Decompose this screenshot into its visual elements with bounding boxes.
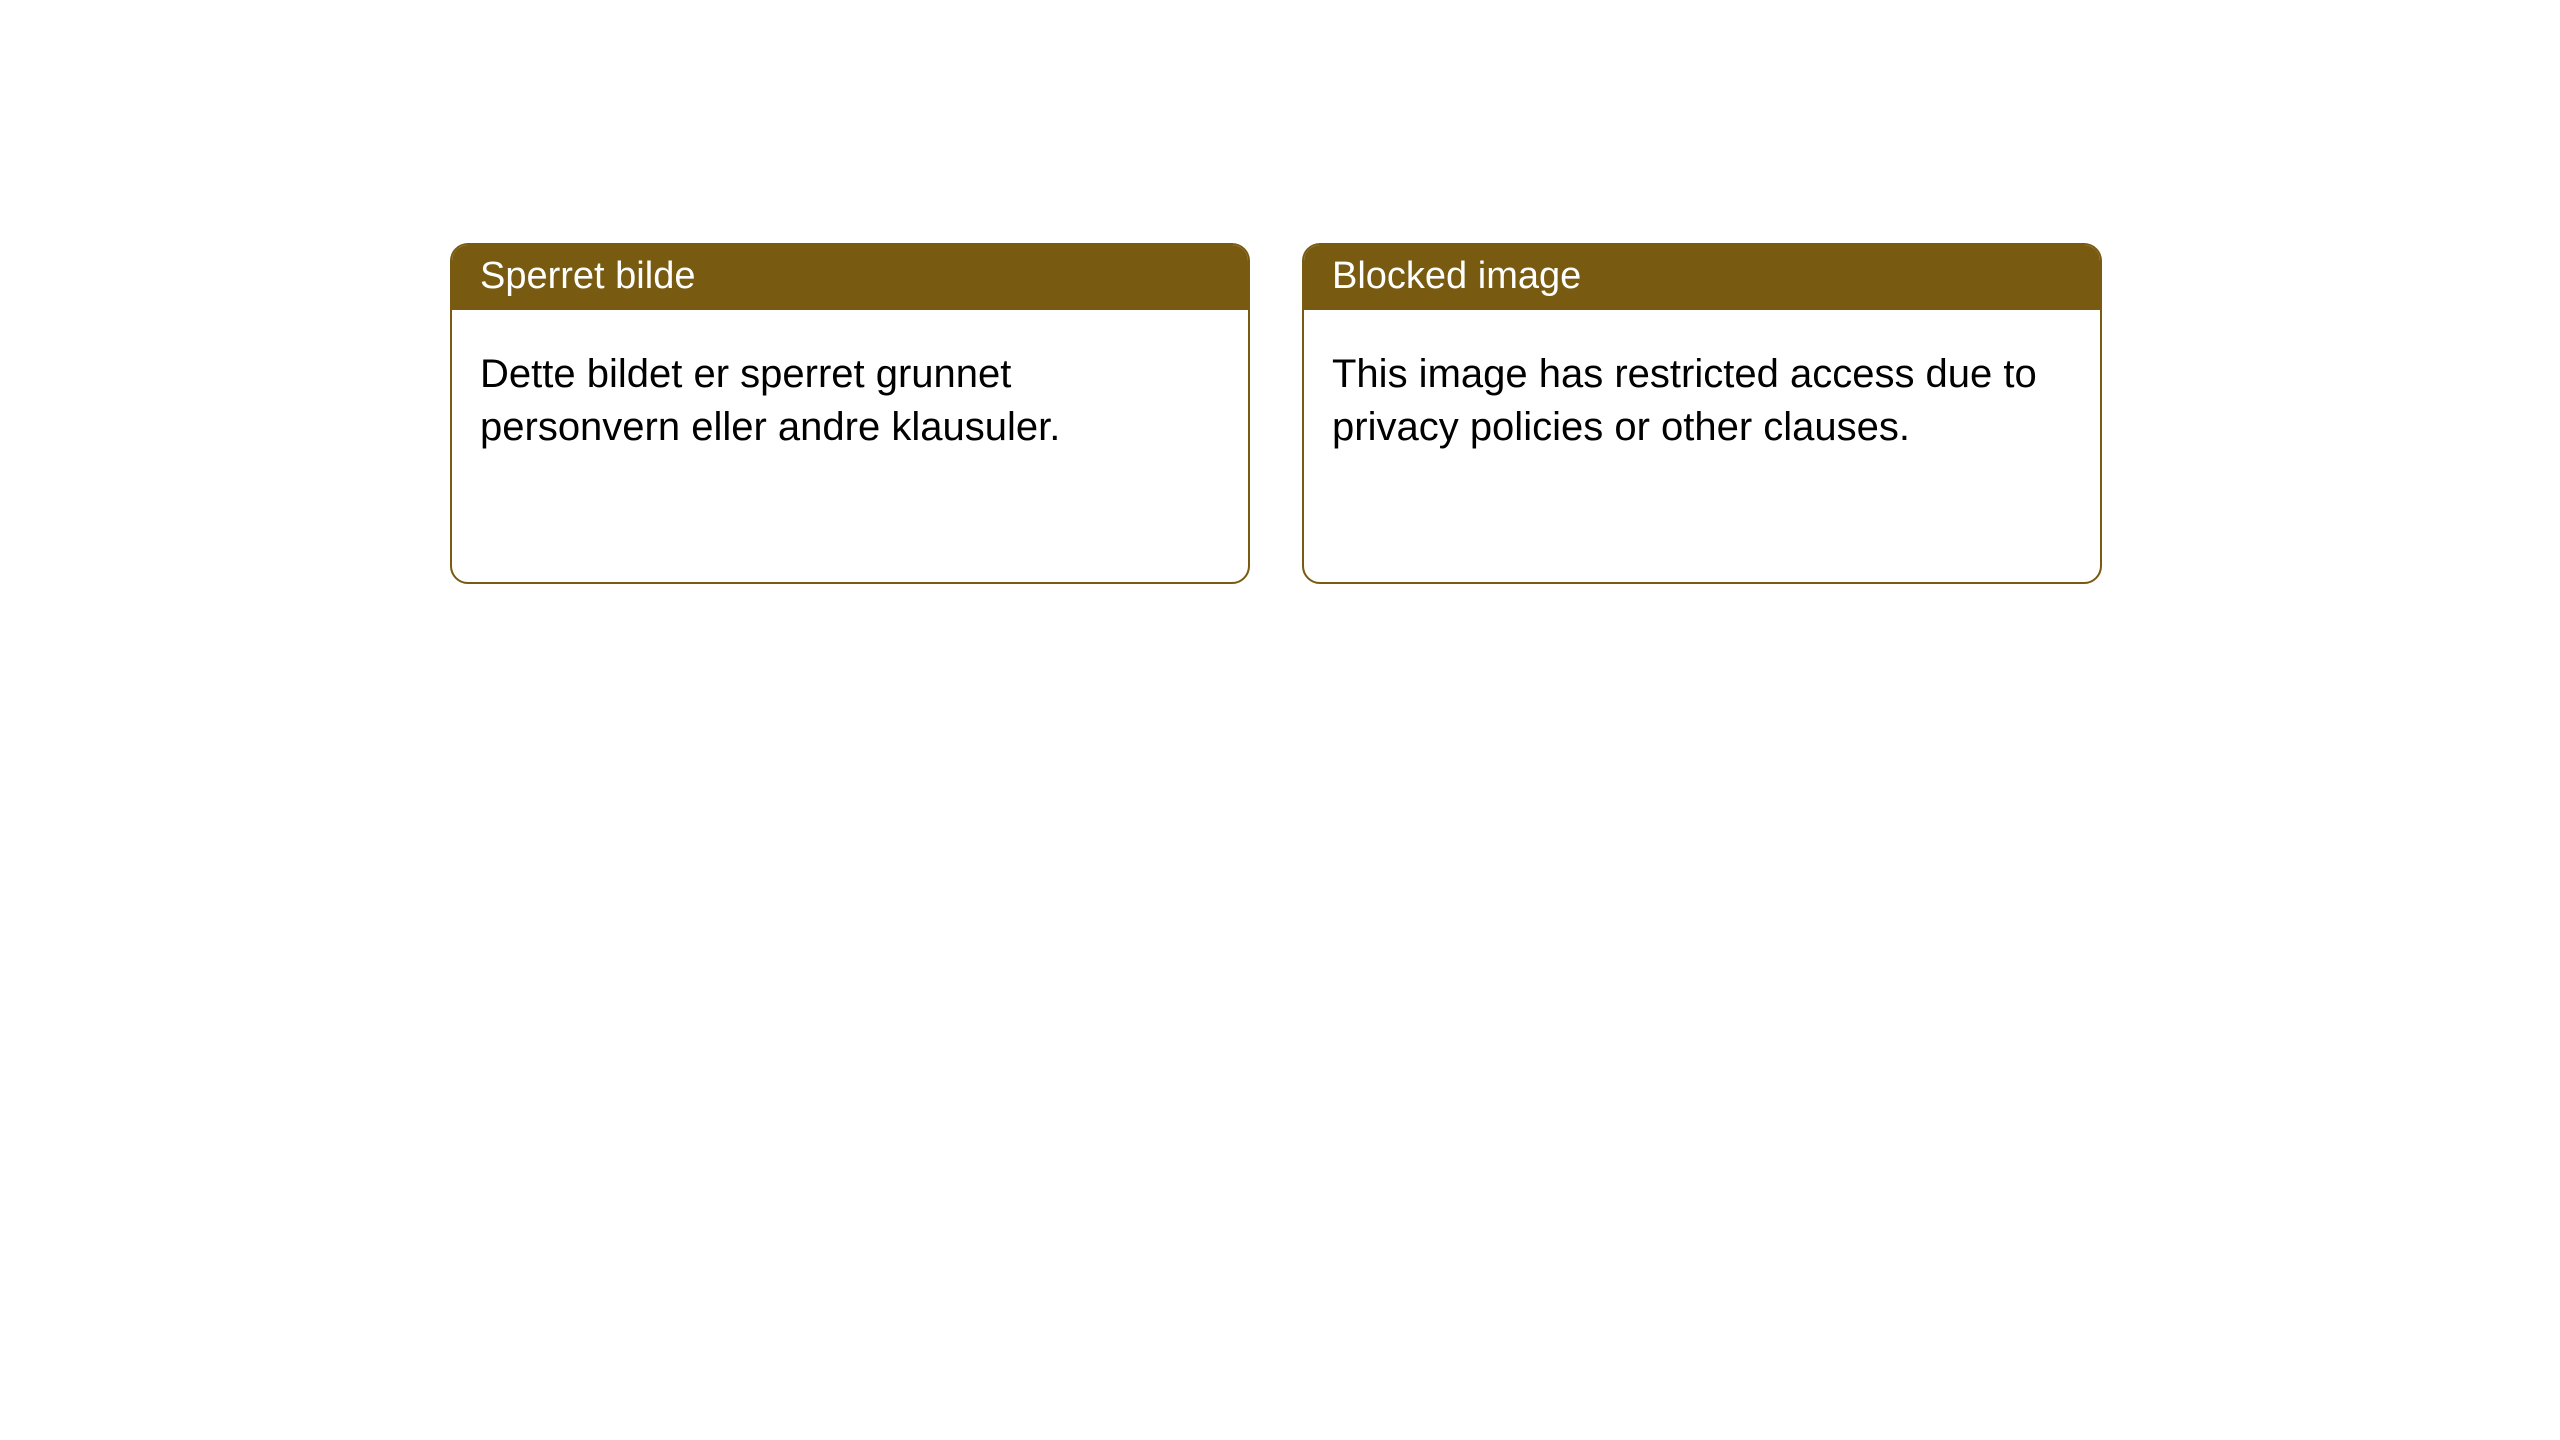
notice-panel-norwegian: Sperret bilde Dette bildet er sperret gr… bbox=[450, 243, 1250, 584]
panel-body-text: This image has restricted access due to … bbox=[1304, 310, 2100, 582]
panel-title: Sperret bilde bbox=[452, 245, 1248, 310]
panel-title: Blocked image bbox=[1304, 245, 2100, 310]
notice-panel-english: Blocked image This image has restricted … bbox=[1302, 243, 2102, 584]
panel-body-text: Dette bildet er sperret grunnet personve… bbox=[452, 310, 1248, 582]
notice-panels-container: Sperret bilde Dette bildet er sperret gr… bbox=[0, 0, 2560, 584]
